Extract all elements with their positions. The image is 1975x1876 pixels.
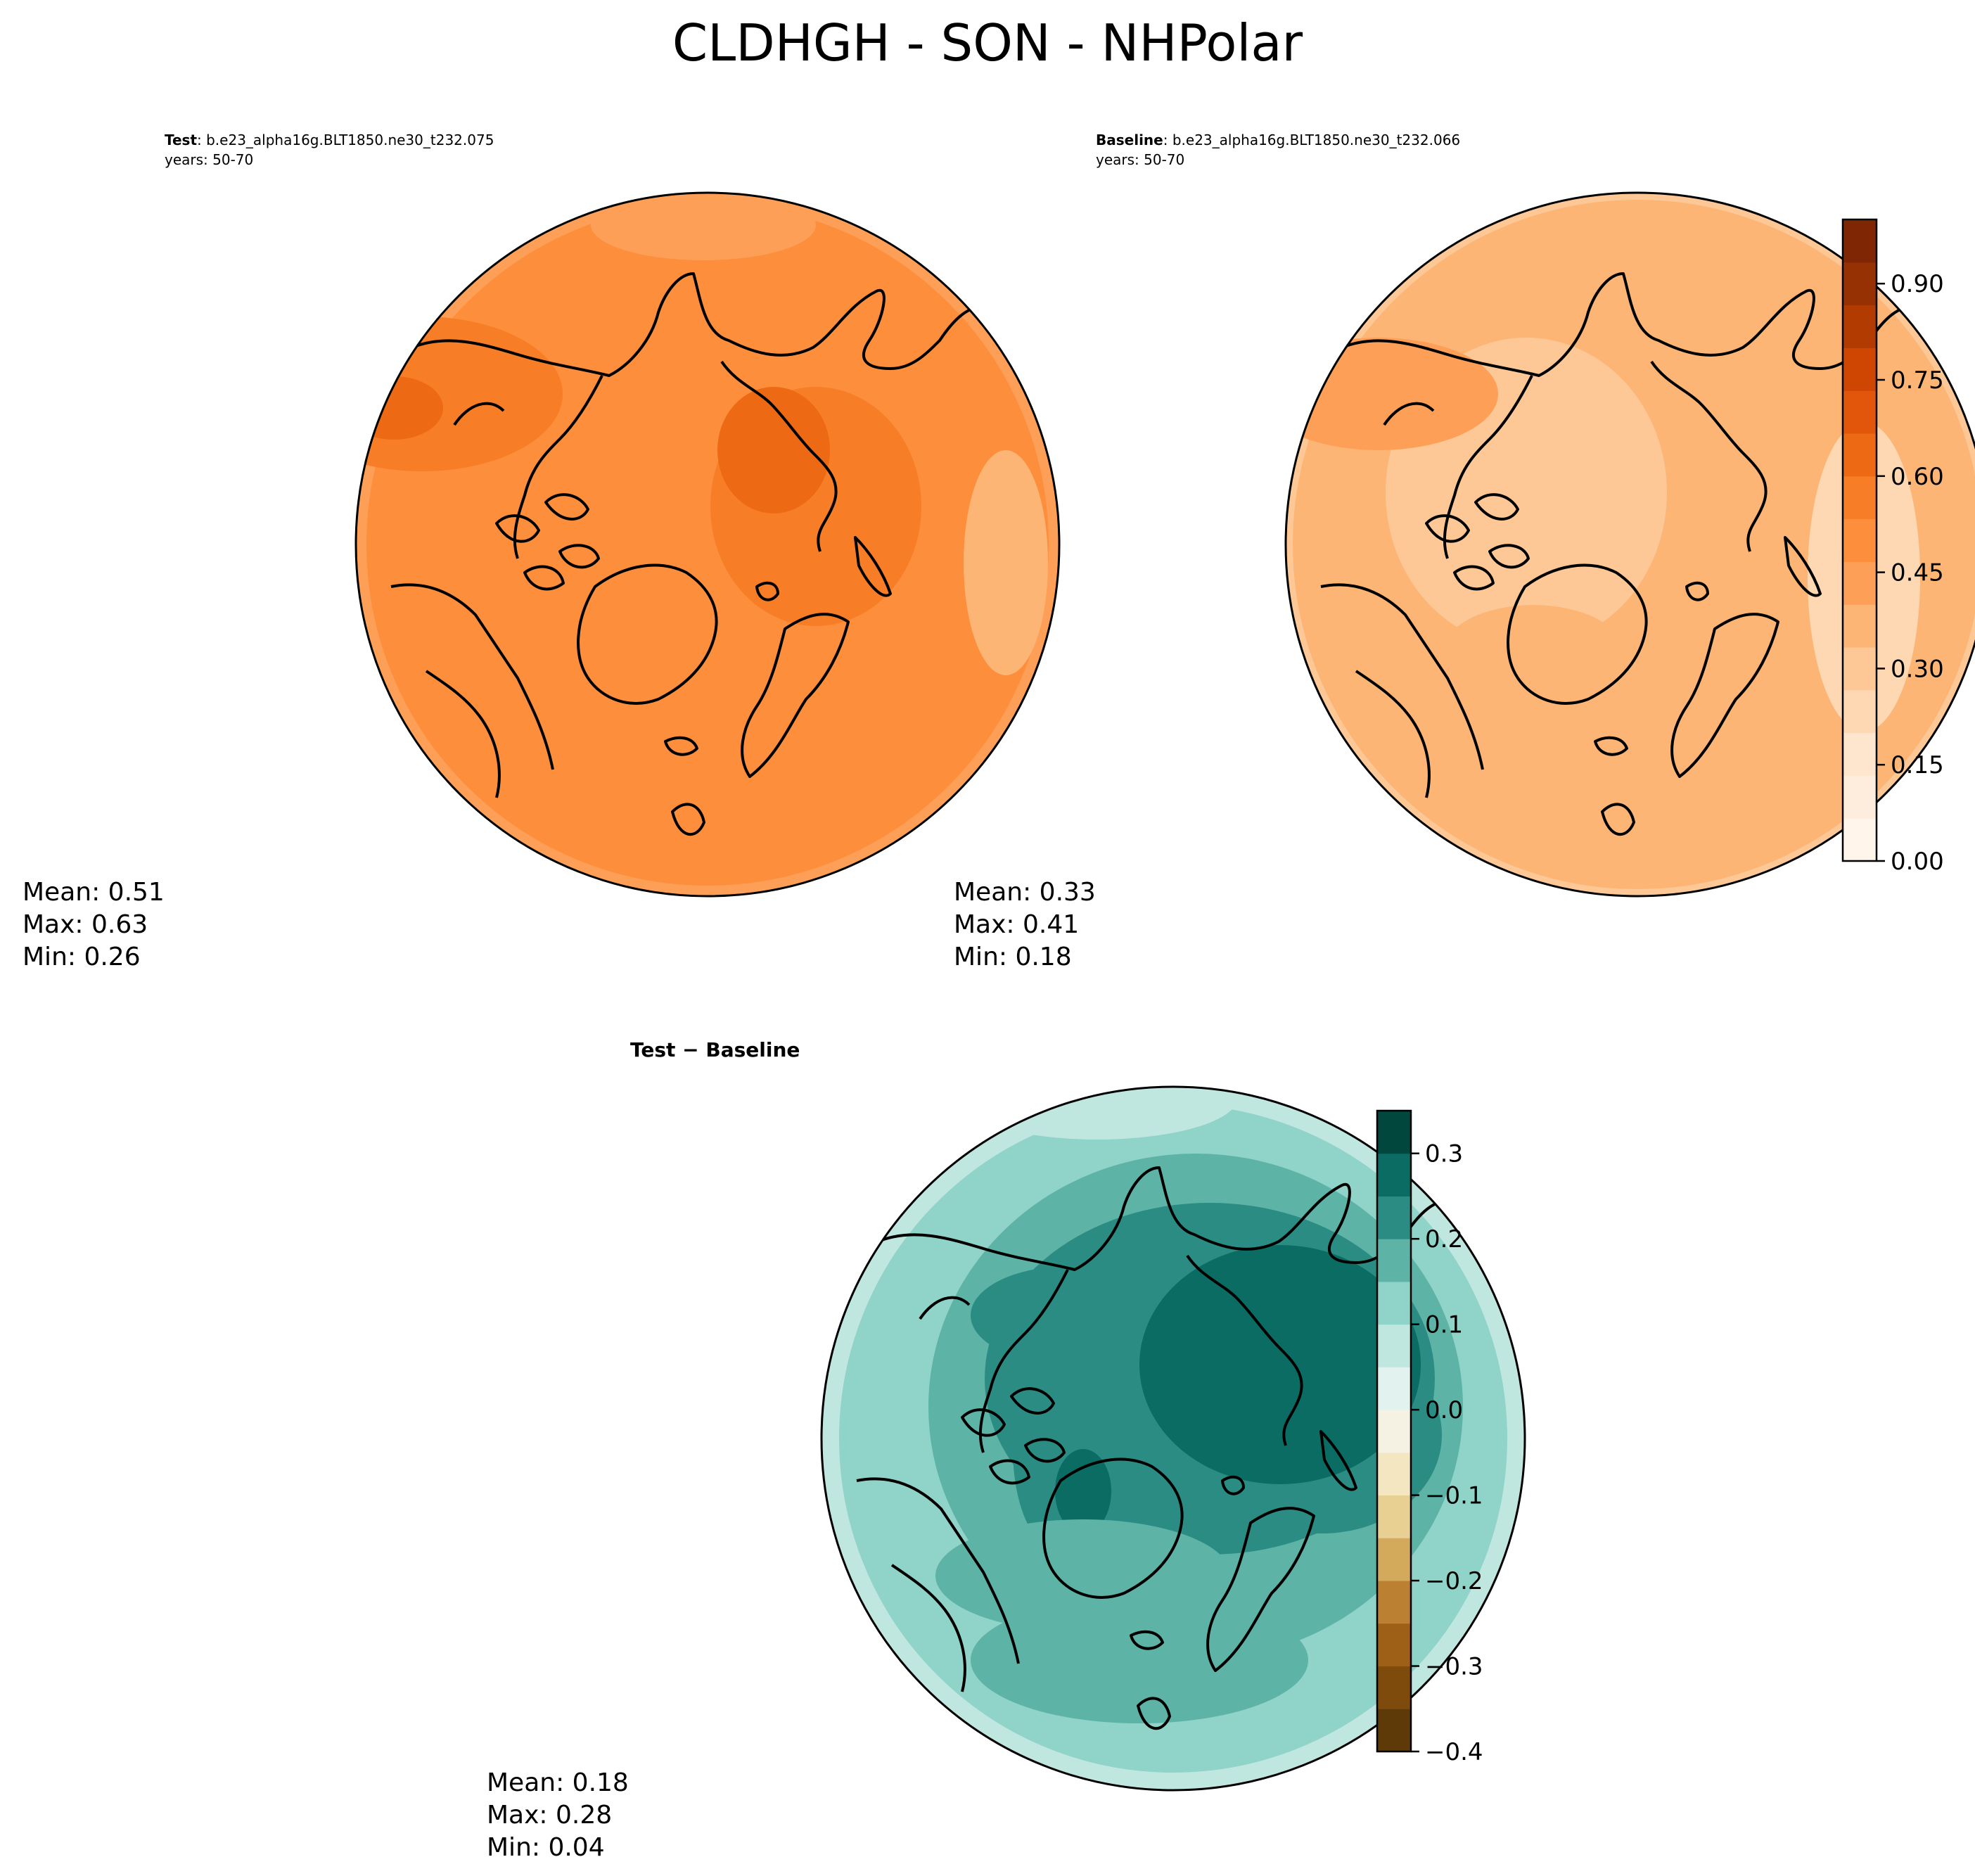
- colorbar-difference: −0.4 −0.3 −0.2 −0.1 0.0 0.1 0.2 0.3: [1376, 1109, 1483, 1766]
- colorbar-segment: [1377, 1324, 1411, 1367]
- stat-mean: Mean: 0.33: [954, 878, 1096, 907]
- map-baseline: [1286, 193, 1975, 896]
- panel-baseline: Baseline: b.e23_alpha16g.BLT1850.ne30_t2…: [954, 132, 1975, 971]
- colorbar-segment: [1843, 262, 1877, 306]
- map-test: [356, 193, 1059, 896]
- colorbar-segment: [1377, 1196, 1411, 1239]
- colorbar-segment: [1377, 1281, 1411, 1325]
- colorbar-frame: [1841, 218, 1878, 862]
- colorbar-absolute: 0.00 0.15 0.30 0.45 0.60 0.75 0.90: [1841, 218, 1944, 876]
- stat-min: Min: 0.04: [487, 1833, 605, 1862]
- colorbar-segment: [1377, 1538, 1411, 1581]
- map-boundary: [1284, 191, 1975, 898]
- colorbar-tick-label: −0.4: [1425, 1738, 1483, 1766]
- field-contour: [591, 193, 816, 260]
- colorbar-tick-label: −0.1: [1425, 1482, 1483, 1510]
- colorbar-segment: [1843, 561, 1877, 605]
- stat-max: Max: 0.28: [487, 1801, 612, 1830]
- colorbar-tick-label: 0.30: [1891, 655, 1944, 683]
- field-contour: [971, 1266, 1168, 1365]
- colorbar-segment: [1377, 1367, 1411, 1410]
- colorbar-segment: [1843, 732, 1877, 776]
- colorbar-tick-label: 0.15: [1891, 751, 1944, 779]
- panel-title-rest: : b.e23_alpha16g.BLT1850.ne30_t232.066: [1163, 132, 1460, 148]
- colorbar-tick-label: 0.2: [1425, 1225, 1463, 1253]
- panel-difference: Test − Baseline Mean: 0.18 Max: 0.28 Min…: [487, 1038, 1526, 1862]
- stat-max: Max: 0.63: [23, 910, 148, 939]
- colorbar-segment: [1377, 1623, 1411, 1667]
- field-contour: [957, 1087, 1238, 1140]
- colorbar-tick-label: 0.75: [1891, 366, 1944, 395]
- field-contour: [971, 1597, 1308, 1723]
- colorbar-segment: [1377, 1452, 1411, 1496]
- colorbar-segment: [1843, 647, 1877, 691]
- colorbar-segment: [1843, 219, 1877, 263]
- colorbar-tick-label: −0.2: [1425, 1567, 1483, 1595]
- colorbar-segment: [1377, 1153, 1411, 1197]
- panel-title-bold: Baseline: [1096, 132, 1163, 148]
- colorbar-tick-label: 0.0: [1425, 1396, 1463, 1424]
- panel-title: Test: b.e23_alpha16g.BLT1850.ne30_t232.0…: [165, 132, 494, 148]
- colorbar-segment: [1843, 305, 1877, 348]
- colorbar-tick-label: −0.3: [1425, 1653, 1483, 1681]
- colorbar-segment: [1377, 1111, 1411, 1154]
- colorbar-segment: [1843, 347, 1877, 391]
- colorbar-segment: [1377, 1581, 1411, 1624]
- colorbar-segment: [1843, 433, 1877, 477]
- colorbar-segment: [1377, 1239, 1411, 1282]
- panel-title-rest: : b.e23_alpha16g.BLT1850.ne30_t232.075: [197, 132, 494, 148]
- panel-title: Baseline: b.e23_alpha16g.BLT1850.ne30_t2…: [1096, 132, 1460, 148]
- colorbar-segment: [1377, 1410, 1411, 1453]
- colorbar-segment: [1843, 390, 1877, 434]
- colorbar-segment: [1843, 518, 1877, 562]
- field-contour: [1442, 605, 1625, 703]
- panel-test: Test: b.e23_alpha16g.BLT1850.ne30_t232.0…: [23, 132, 1061, 971]
- colorbar-segment: [1843, 818, 1877, 862]
- colorbar-segment: [1377, 1709, 1411, 1752]
- colorbar-segment: [1843, 604, 1877, 648]
- colorbar-segment: [1843, 476, 1877, 520]
- colorbar-tick-label: 0.45: [1891, 559, 1944, 587]
- stat-mean: Mean: 0.51: [23, 878, 165, 907]
- colorbar-tick-label: 0.1: [1425, 1311, 1463, 1339]
- field-contour: [1139, 1245, 1421, 1484]
- colorbar-frame: [1376, 1109, 1412, 1753]
- panel-subtitle: years: 50-70: [165, 151, 253, 168]
- map-boundary: [820, 1085, 1526, 1792]
- field-contour: [1055, 1449, 1111, 1533]
- stat-max: Max: 0.41: [954, 910, 1079, 939]
- map-difference: [822, 1087, 1525, 1790]
- field-contour: [1286, 338, 1498, 450]
- colorbar-segment: [1377, 1495, 1411, 1538]
- colorbar-tick-label: 0.90: [1891, 270, 1944, 298]
- colorbar-segment: [1843, 689, 1877, 734]
- colorbar-tick-label: 0.60: [1891, 463, 1944, 491]
- colorbar-tick-label: 0.3: [1425, 1140, 1463, 1168]
- panel-title-bold: Test − Baseline: [630, 1038, 800, 1061]
- map-boundary: [354, 191, 1061, 898]
- stat-min: Min: 0.26: [23, 943, 141, 971]
- stat-mean: Mean: 0.18: [487, 1768, 629, 1797]
- field-contour: [717, 387, 830, 513]
- stat-min: Min: 0.18: [954, 943, 1072, 971]
- colorbar-segment: [1377, 1666, 1411, 1709]
- field-contour: [964, 450, 1048, 675]
- panel-subtitle: years: 50-70: [1096, 151, 1184, 168]
- figure-title: CLDHGH - SON - NHPolar: [672, 13, 1303, 72]
- colorbar-segment: [1843, 775, 1877, 819]
- colorbar-tick-label: 0.00: [1891, 848, 1944, 876]
- panel-title-bold: Test: [165, 132, 197, 148]
